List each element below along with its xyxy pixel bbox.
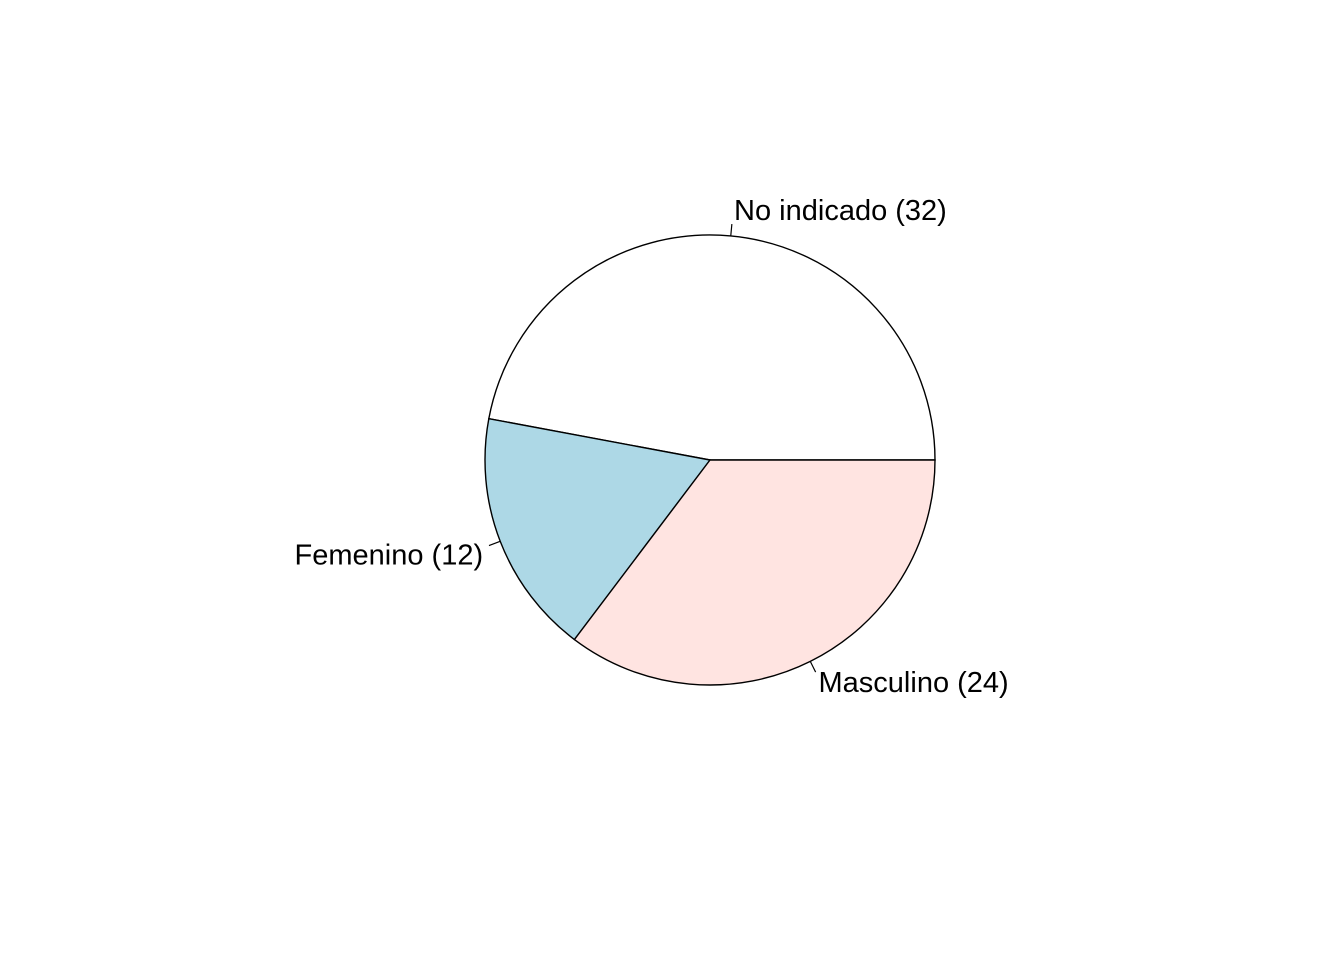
pie-labels: No indicado (32) Femenino (12) Masculino… [295,195,1009,699]
label-tick-femenino [488,540,501,547]
slice-label-femenino: Femenino (12) [295,539,484,571]
pie-slice-femenino [484,417,712,641]
slice-label-no-indicado: No indicado (32) [734,195,947,227]
pie-slice-masculino [573,459,936,686]
pie-label-ticks [488,223,817,673]
pie-slices [484,234,936,686]
label-tick-masculino [809,661,817,673]
label-tick-no-indicado [730,223,733,237]
pie-slice-no-indicado [488,234,936,461]
slice-label-masculino: Masculino (24) [819,667,1009,699]
